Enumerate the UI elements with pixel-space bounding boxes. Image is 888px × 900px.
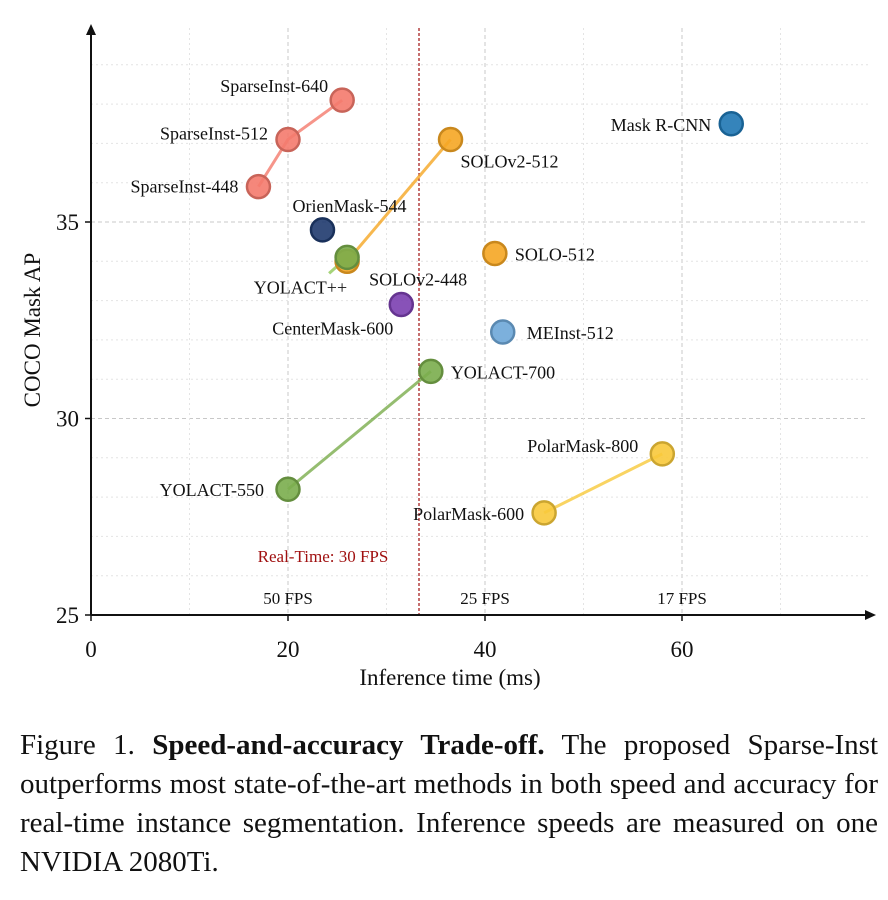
label-solov2-512: SOLOv2-512 [461,151,559,171]
major-gridlines [91,28,868,615]
minor-gridlines [91,28,868,615]
label-meinst-512: MEInst-512 [527,323,614,343]
point-yolact-700 [418,358,444,385]
label-mask-r-cnn: Mask R-CNN [611,115,712,135]
speed-accuracy-chart: Real-Time: 30 FPS 0 20 40 60 25 30 35 SparseIn… [20,24,876,690]
point-polarmask-800 [649,441,676,467]
point-meinst-512 [489,319,516,345]
y-tick-label: 30 [56,407,79,432]
axes: 0 20 40 60 25 30 35 [56,24,876,662]
label-solo-512: SOLO-512 [515,244,595,264]
y-tick-label: 25 [56,603,79,628]
point-sparseinst-448 [245,173,272,200]
series-line [345,138,452,263]
data-points [245,87,744,526]
label-orienmask-544: OrienMask-544 [292,196,406,216]
label-sparseinst-448: SparseInst-448 [130,177,238,197]
x-tick-label: 40 [474,637,497,662]
point-centermask-600 [388,291,415,318]
point-mask-r-cnn [718,111,744,137]
point-labels: SparseInst-448 SparseInst-512 SparseInst-6… [130,76,711,524]
point-sparseinst-512 [275,126,301,153]
x-axis-label: Inference time (ms) [359,665,540,690]
series-line [543,452,663,515]
fps-labels: 50 FPS 25 FPS 17 FPS [263,589,707,608]
point-solov2-512 [437,126,464,153]
fps-label: 50 FPS [263,589,313,608]
caption-body: The proposed Sparse-Inst outperforms mos… [20,729,879,878]
x-tick-label: 20 [277,637,300,662]
caption-title: Speed-and-accuracy Trade-off. [152,729,545,761]
label-polarmask-800: PolarMask-800 [527,436,638,456]
label-sparseinst-512: SparseInst-512 [160,123,268,143]
label-yolact-: YOLACT++ [254,277,347,297]
fps-label: 25 FPS [460,589,510,608]
label-solov2-448: SOLOv2-448 [369,269,467,289]
point-solo-512 [482,240,508,267]
point-yolact- [334,244,360,271]
realtime-threshold: Real-Time: 30 FPS [258,28,420,615]
y-axis-label: COCO Mask AP [20,253,45,408]
point-yolact-550 [275,476,301,502]
x-axis-arrow [865,610,876,620]
point-orienmask-544 [309,217,336,243]
x-tick-label: 60 [671,637,694,662]
label-yolact-550: YOLACT-550 [160,480,264,500]
y-tick-label: 35 [56,210,79,235]
label-polarmask-600: PolarMask-600 [413,504,524,524]
series-line [287,370,432,491]
caption-prefix: Figure 1. [20,729,135,761]
point-sparseinst-640 [329,87,355,113]
figure-caption: Figure 1. Speed-and-accuracy Trade-off. … [20,726,878,882]
y-axis-arrow [86,24,96,35]
x-tick-label: 0 [85,637,97,662]
fps-label: 17 FPS [657,589,707,608]
realtime-label: Real-Time: 30 FPS [258,547,389,566]
label-yolact-700: YOLACT-700 [451,362,555,382]
label-centermask-600: CenterMask-600 [272,319,393,339]
point-polarmask-600 [531,500,557,526]
label-sparseinst-640: SparseInst-640 [220,76,328,96]
